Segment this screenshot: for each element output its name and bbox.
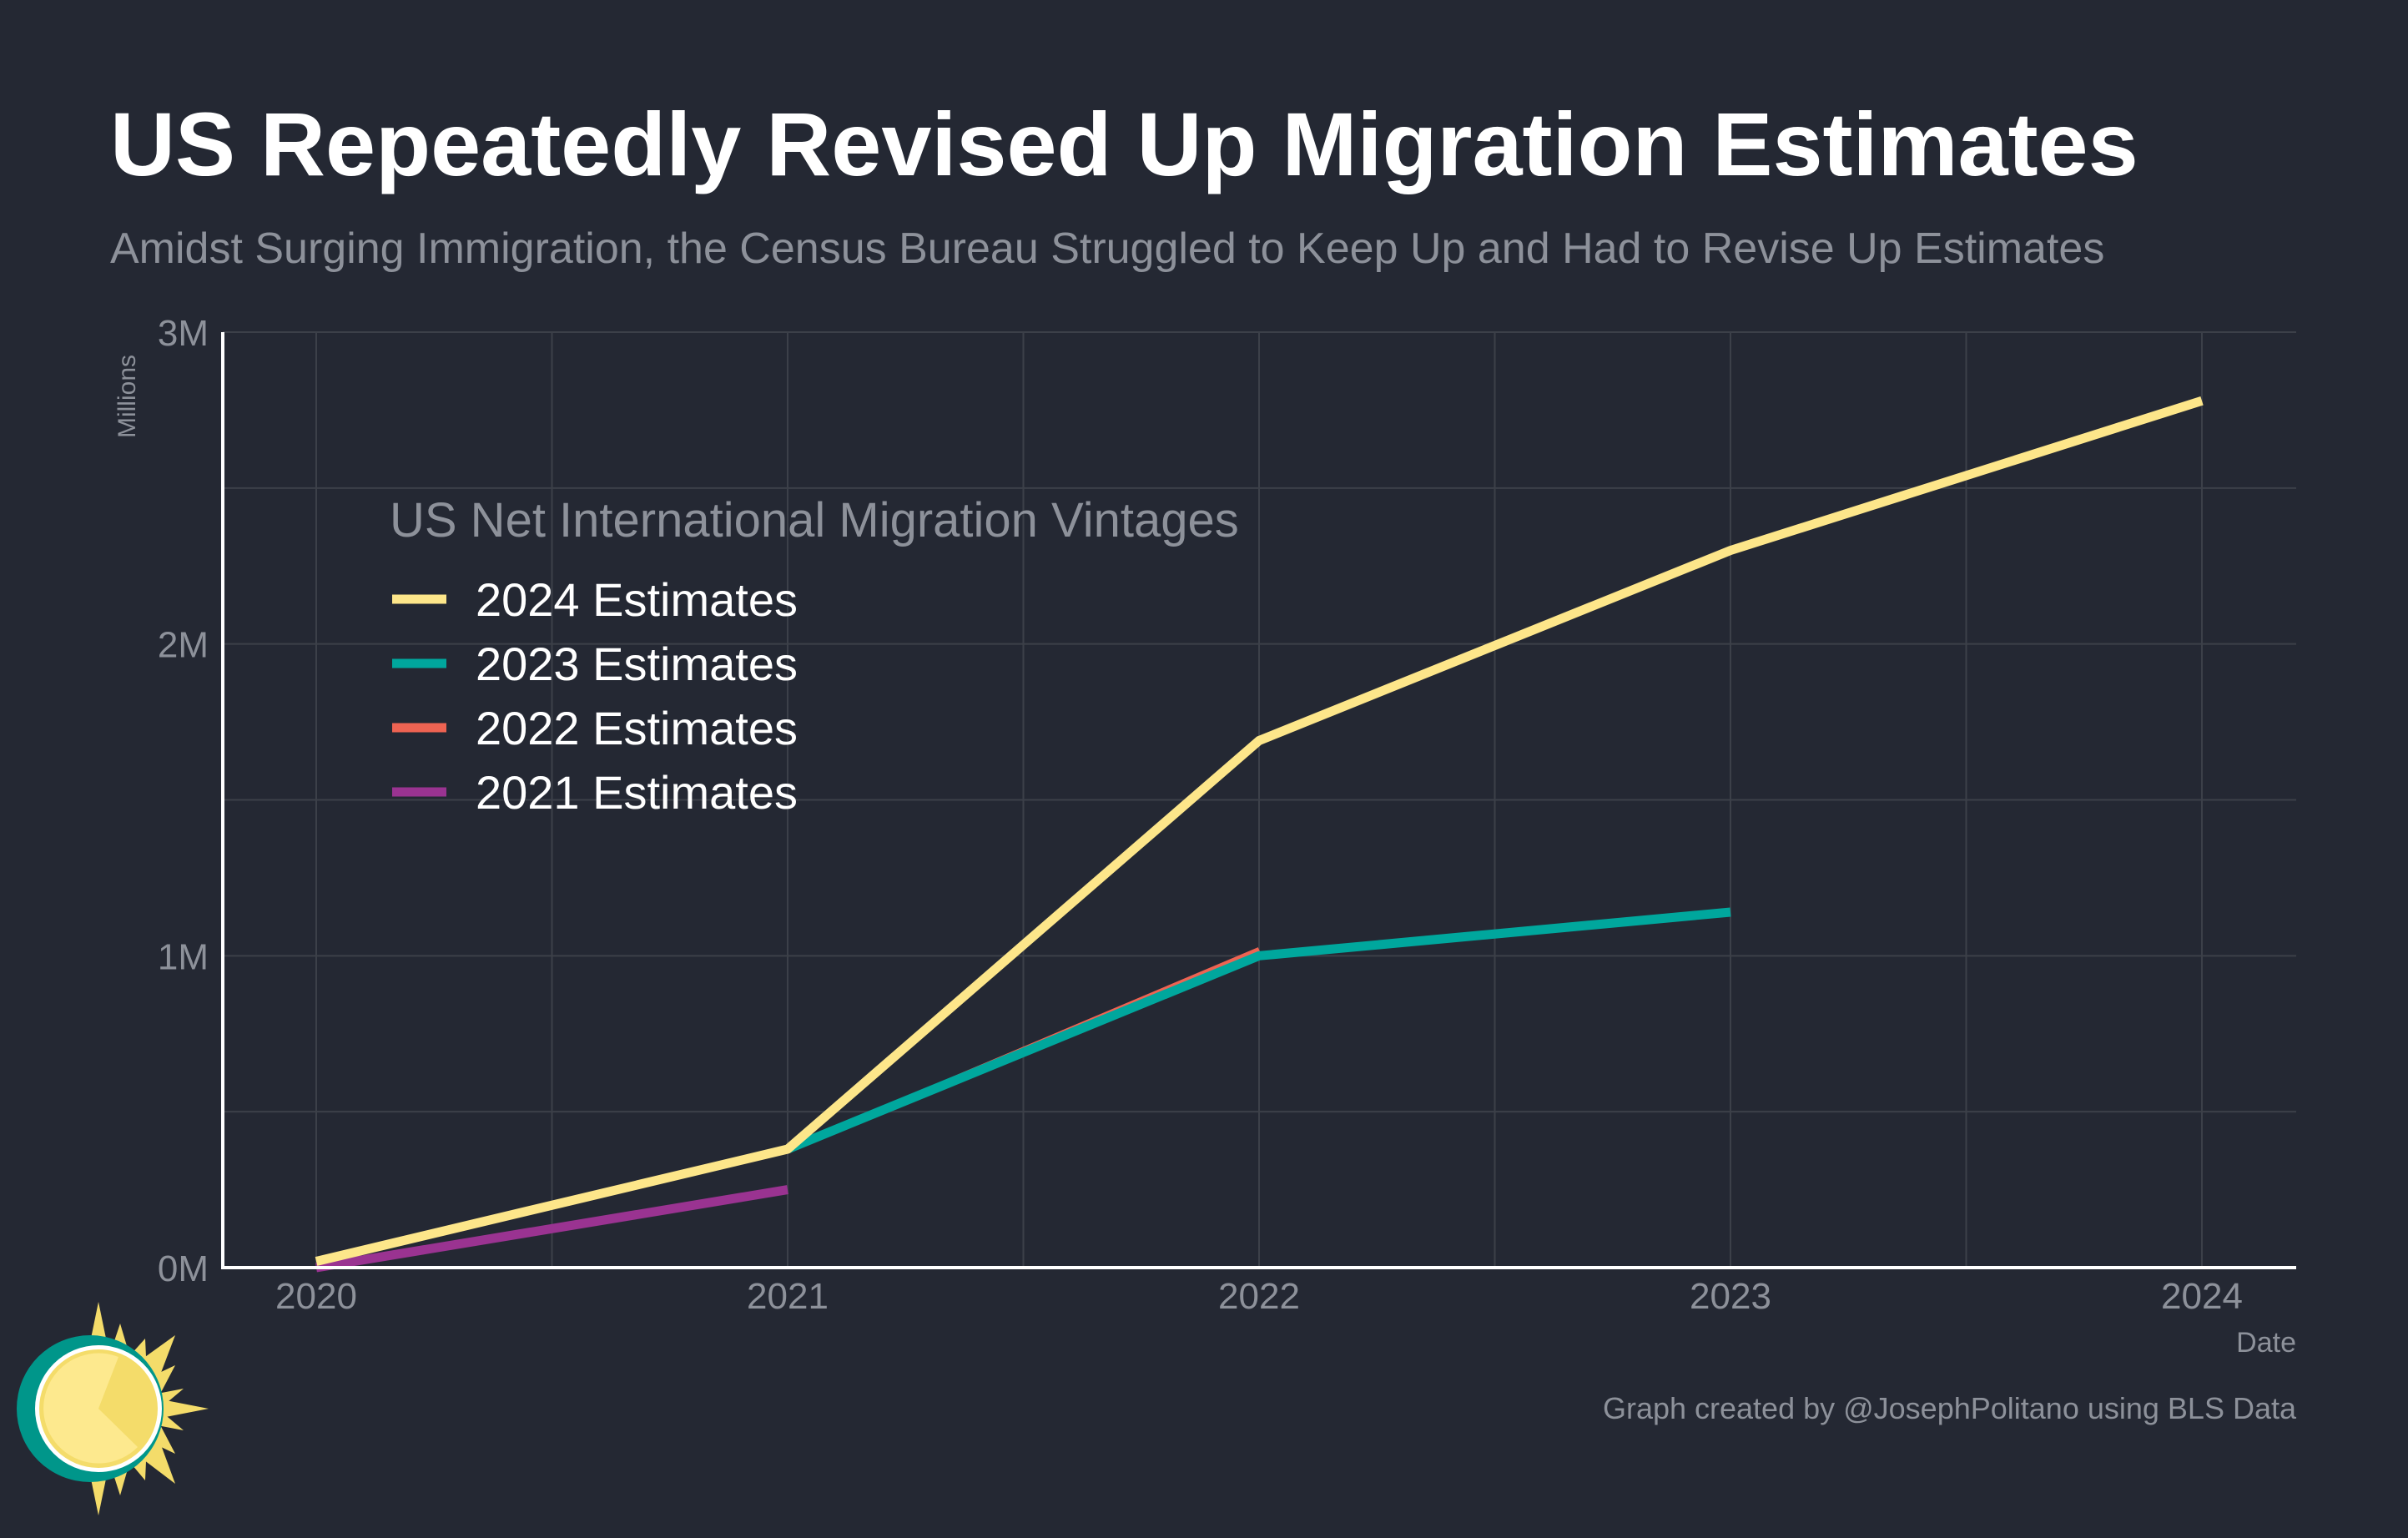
tick-labels: 2020 2021 2022 2023 2024 0M 1M 2M 3M	[158, 313, 2243, 1317]
x-axis-label: Date	[2236, 1327, 2296, 1359]
y-tick-label: 1M	[158, 936, 209, 977]
legend-item-label: 2021 Estimates	[476, 766, 798, 819]
y-tick-label: 2M	[158, 625, 209, 666]
series-line-2021-estimates	[315, 1185, 788, 1273]
y-axis-label: Millions	[113, 355, 141, 438]
series-lines	[315, 396, 2204, 1273]
sun-logo-icon	[17, 1302, 209, 1515]
legend-title: US Net International Migration Vintages	[390, 493, 1239, 547]
x-tick-label: 2022	[1218, 1276, 1300, 1317]
legend: US Net International Migration Vintages …	[390, 493, 1239, 819]
x-tick-label: 2023	[1690, 1276, 1771, 1317]
series-line-2023-estimates	[785, 907, 1731, 1154]
x-tick-label: 2024	[2161, 1276, 2243, 1317]
legend-item-label: 2022 Estimates	[476, 702, 798, 754]
legend-item-label: 2024 Estimates	[476, 573, 798, 626]
x-tick-label: 2021	[747, 1276, 829, 1317]
x-tick-label: 2020	[275, 1276, 357, 1317]
y-tick-label: 3M	[158, 313, 209, 354]
credit-text: Graph created by @JosephPolitano using B…	[1603, 1391, 2297, 1425]
y-tick-label: 0M	[158, 1248, 209, 1289]
legend-item-label: 2023 Estimates	[476, 638, 798, 690]
series-line-2024-estimates	[315, 396, 2204, 1266]
chart-title: US Repeatedly Revised Up Migration Estim…	[110, 93, 2138, 194]
chart-subtitle: Amidst Surging Immigration, the Census B…	[110, 224, 2105, 273]
